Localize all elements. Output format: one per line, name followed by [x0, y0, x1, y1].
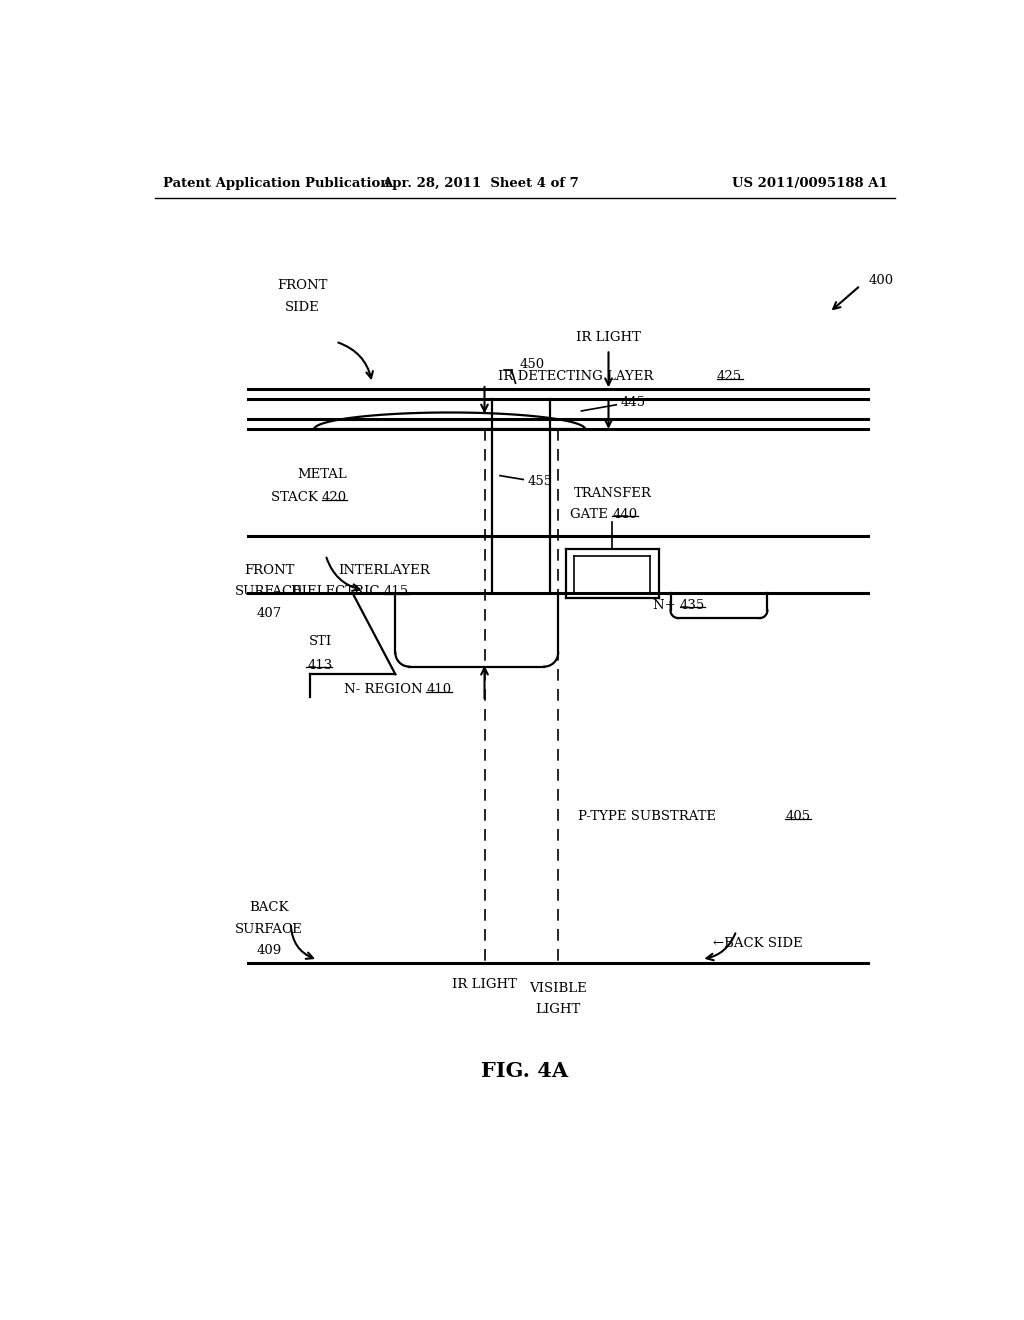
- Text: FIG. 4A: FIG. 4A: [481, 1061, 568, 1081]
- Text: 410: 410: [426, 684, 452, 696]
- Text: SURFACE: SURFACE: [236, 923, 303, 936]
- Text: Apr. 28, 2011  Sheet 4 of 7: Apr. 28, 2011 Sheet 4 of 7: [382, 177, 579, 190]
- Text: US 2011/0095188 A1: US 2011/0095188 A1: [732, 177, 888, 190]
- Text: IR LIGHT: IR LIGHT: [577, 330, 641, 343]
- Text: LIGHT: LIGHT: [536, 1003, 581, 1016]
- Text: P-TYPE SUBSTRATE: P-TYPE SUBSTRATE: [578, 810, 720, 824]
- Text: 409: 409: [256, 944, 282, 957]
- Text: SIDE: SIDE: [285, 301, 319, 314]
- Text: 405: 405: [785, 810, 810, 824]
- Text: FRONT: FRONT: [244, 564, 294, 577]
- Text: SURFACE: SURFACE: [236, 585, 303, 598]
- Text: METAL: METAL: [297, 467, 347, 480]
- Text: STACK: STACK: [270, 491, 322, 504]
- Text: 455: 455: [527, 475, 552, 488]
- Text: IR DETECTING LAYER: IR DETECTING LAYER: [499, 370, 658, 383]
- Text: GATE: GATE: [570, 508, 612, 520]
- Text: STI: STI: [308, 635, 332, 648]
- Text: TRANSFER: TRANSFER: [573, 487, 651, 500]
- Text: VISIBLE: VISIBLE: [529, 982, 587, 994]
- Text: Patent Application Publication: Patent Application Publication: [163, 177, 389, 190]
- Text: 450: 450: [519, 358, 545, 371]
- Text: 420: 420: [322, 491, 347, 504]
- Text: 440: 440: [612, 508, 638, 520]
- Text: BACK: BACK: [249, 902, 289, 915]
- Text: 407: 407: [256, 607, 282, 620]
- Text: 445: 445: [621, 396, 645, 409]
- Text: N+: N+: [653, 598, 680, 611]
- Text: FRONT: FRONT: [278, 279, 328, 292]
- Text: INTERLAYER: INTERLAYER: [338, 564, 430, 577]
- Text: 413: 413: [307, 659, 333, 672]
- Text: 435: 435: [680, 598, 706, 611]
- Text: 425: 425: [717, 370, 742, 383]
- Text: N- REGION: N- REGION: [343, 684, 426, 696]
- Text: DIELECTRIC: DIELECTRIC: [291, 585, 384, 598]
- Text: 415: 415: [384, 585, 409, 598]
- Text: ←BACK SIDE: ←BACK SIDE: [713, 937, 803, 950]
- Text: 400: 400: [868, 273, 893, 286]
- Text: IR LIGHT: IR LIGHT: [452, 978, 517, 991]
